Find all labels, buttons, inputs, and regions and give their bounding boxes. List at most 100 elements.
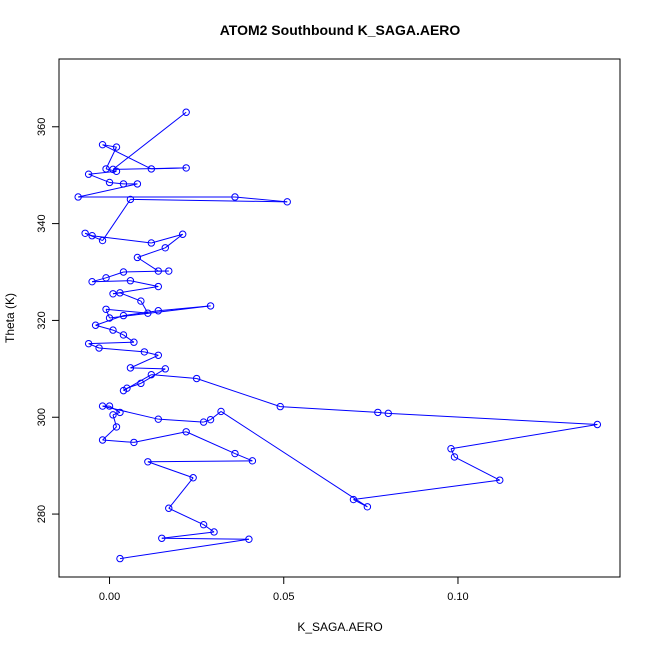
chart-title: ATOM2 Southbound K_SAGA.AERO (220, 22, 461, 38)
data-point (74, 193, 82, 201)
data-point (363, 503, 372, 511)
plot-frame (58, 58, 621, 578)
series-segment (280, 406, 378, 413)
series-segment (140, 368, 166, 384)
series-segment (105, 308, 148, 314)
data-point (119, 386, 128, 395)
y-tick-label: 320 (36, 311, 48, 329)
data-point (165, 504, 173, 512)
data-point (109, 290, 117, 298)
data-point (137, 297, 145, 305)
y-axis: 280 300 320 340 360 (36, 118, 59, 523)
x-tick-label: 0.00 (99, 591, 120, 603)
series-segment (88, 343, 100, 349)
data-point (374, 408, 382, 417)
data-point (105, 402, 114, 410)
series-segment (140, 300, 149, 314)
series-segment (92, 280, 131, 283)
data-point (450, 453, 459, 461)
data-point (116, 554, 124, 563)
series-segment (112, 329, 124, 336)
series-segment (147, 460, 253, 463)
data-point (165, 267, 173, 275)
series-segment (102, 199, 131, 241)
series-segment (91, 277, 107, 283)
data-point (81, 229, 89, 237)
data-point (133, 253, 142, 262)
y-axis-label: Theta (K) (3, 293, 17, 343)
data-point (182, 108, 190, 116)
data-point (116, 289, 124, 297)
data-point (154, 351, 163, 359)
series-lines (78, 111, 598, 560)
series-segment (88, 173, 110, 183)
series-segment (105, 146, 117, 170)
series-segment (130, 367, 166, 370)
series-segment (144, 351, 159, 356)
data-point (158, 534, 166, 542)
data-point (126, 277, 135, 285)
data-point (199, 521, 208, 529)
data-point (140, 348, 149, 356)
data-point (217, 407, 225, 416)
data-point (248, 457, 257, 465)
x-axis-label: K_SAGA.AERO (297, 620, 382, 634)
series-segment (151, 233, 183, 244)
data-point (109, 411, 117, 419)
data-point (154, 307, 163, 315)
y-tick-label: 360 (36, 118, 48, 136)
y-tick-label: 280 (36, 505, 48, 523)
series-segment (88, 341, 134, 345)
data-point (178, 230, 187, 238)
data-point (95, 344, 103, 352)
data-point (105, 314, 114, 322)
series-segment (137, 247, 166, 258)
series-segment (151, 374, 197, 380)
data-point (593, 420, 602, 429)
data-point (154, 415, 163, 423)
data-point (88, 232, 96, 240)
series-segment (130, 198, 288, 203)
series-segment (130, 280, 159, 288)
data-point (231, 193, 239, 201)
data-point (147, 239, 156, 247)
series-segment (119, 538, 249, 560)
series-segment (161, 531, 215, 539)
series-points (74, 108, 602, 563)
data-point (349, 495, 358, 504)
series-segment (102, 144, 117, 148)
series-segment (158, 305, 211, 312)
x-tick-label: 0.05 (273, 591, 294, 603)
data-point (126, 364, 135, 372)
data-point (130, 438, 138, 447)
data-point (154, 267, 163, 275)
data-point (88, 277, 96, 286)
data-point (109, 165, 117, 174)
series-segment (105, 168, 117, 172)
data-point (206, 415, 215, 424)
data-point (84, 170, 93, 178)
series-segment (450, 448, 455, 458)
series-segment (112, 414, 117, 428)
data-point (137, 379, 145, 388)
data-point (144, 309, 152, 317)
data-point (126, 195, 135, 204)
series-segment (123, 334, 135, 343)
data-point (130, 338, 138, 346)
series-segment (105, 309, 110, 319)
data-point (206, 302, 215, 310)
data-point (384, 409, 392, 418)
data-point (154, 282, 163, 291)
data-point (119, 311, 128, 320)
data-point (98, 402, 107, 410)
series-segment (95, 315, 124, 326)
data-point (98, 140, 107, 149)
data-point (182, 164, 190, 172)
series-segment (203, 524, 215, 533)
x-tick-label: 0.10 (447, 591, 468, 603)
series-segment (454, 456, 501, 481)
data-point (231, 449, 239, 458)
data-point (182, 428, 190, 436)
series-segment (112, 111, 187, 170)
series-segment (168, 507, 204, 526)
